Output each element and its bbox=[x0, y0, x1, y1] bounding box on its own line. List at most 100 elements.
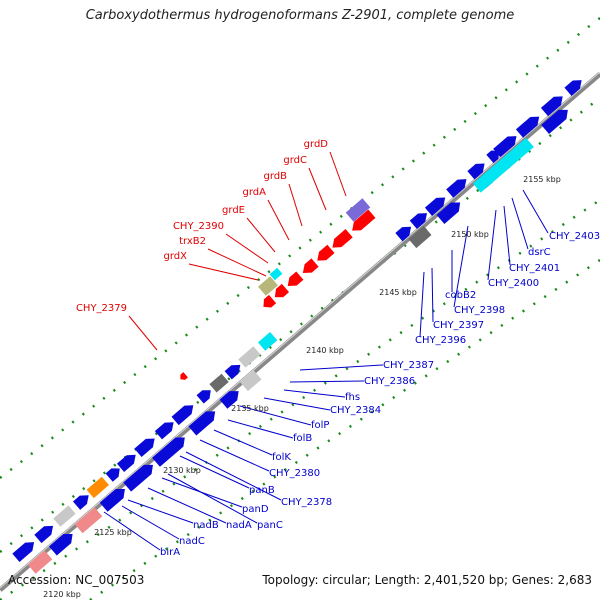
leader-line bbox=[522, 189, 549, 234]
scale-tick-label: 2150 kbp bbox=[451, 230, 489, 239]
leader-line bbox=[267, 199, 290, 241]
leader-line bbox=[103, 511, 161, 551]
reverse-gene-label: grdX bbox=[164, 251, 188, 262]
forward-gene-label: CHY_2398 bbox=[454, 305, 505, 316]
forward-gene-label: dsrC bbox=[528, 247, 551, 258]
leader-line bbox=[127, 499, 194, 524]
gene-highlight bbox=[27, 550, 53, 574]
leader-line bbox=[453, 225, 469, 308]
genome-backbone-highlight bbox=[0, 71, 600, 589]
forward-gene-label: folK bbox=[272, 452, 291, 463]
forward-gene-label: fhs bbox=[345, 392, 360, 403]
leader-line bbox=[263, 397, 331, 411]
forward-gene-label: CHY_2396 bbox=[415, 335, 466, 346]
scale-tick-label: 2120 kbp bbox=[43, 590, 81, 599]
gene-forward bbox=[541, 109, 568, 134]
leader-line bbox=[431, 267, 434, 323]
reverse-gene-label: grdA bbox=[243, 187, 267, 198]
gene-highlight bbox=[240, 370, 262, 392]
gene-reverse bbox=[274, 283, 290, 298]
leader-line bbox=[207, 248, 267, 277]
gene-reverse bbox=[317, 244, 335, 261]
gene-forward bbox=[72, 495, 89, 510]
gene-forward bbox=[395, 226, 412, 242]
forward-gene-label: panB bbox=[249, 485, 275, 496]
forward-gene-label: cobB2 bbox=[445, 290, 476, 301]
leader-line bbox=[179, 455, 250, 489]
gene-reverse bbox=[263, 294, 277, 308]
gene-forward bbox=[436, 202, 461, 224]
forward-gene-label: CHY_2403 bbox=[549, 231, 600, 242]
scale-tick-label: 2130 kbp bbox=[163, 466, 201, 475]
leader-line bbox=[121, 505, 180, 540]
reverse-gene-label: grdD bbox=[304, 139, 329, 150]
forward-gene-label: CHY_2401 bbox=[509, 263, 560, 274]
scale-tick-label: 2145 kbp bbox=[379, 288, 417, 297]
gene-forward bbox=[99, 488, 125, 512]
gene-highlight bbox=[53, 505, 76, 527]
scale-tick-label: 2155 kbp bbox=[523, 175, 561, 184]
gene-forward bbox=[564, 80, 582, 96]
scale-labels: 2120 kbp 2125 kbp 2130 kbp 2135 kbp 2140 kbp… bbox=[43, 175, 561, 599]
leader-line bbox=[147, 487, 227, 524]
forward-gene-label: panD bbox=[242, 504, 269, 515]
gene-features bbox=[12, 80, 582, 574]
genome-title: Carboxydothermus hydrogenoformans Z-2901… bbox=[85, 8, 515, 23]
leader-line bbox=[487, 209, 497, 281]
gene-highlight bbox=[257, 331, 278, 351]
gene-highlight bbox=[345, 198, 371, 222]
gene-forward bbox=[467, 163, 485, 180]
gene-highlight bbox=[269, 267, 283, 281]
gene-highlight bbox=[408, 225, 432, 249]
label-leader-lines bbox=[103, 151, 549, 551]
leader-line bbox=[246, 217, 276, 253]
leader-line bbox=[289, 380, 365, 383]
forward-gene-label: CHY_2378 bbox=[281, 497, 332, 508]
gene-forward bbox=[409, 213, 427, 229]
scale-tick-label: 2125 kbp bbox=[94, 528, 132, 537]
leader-line bbox=[199, 439, 270, 472]
topology-summary: Topology: circular; Length: 2,401,520 bp… bbox=[262, 573, 592, 587]
gene-reverse bbox=[302, 258, 319, 274]
gene-forward bbox=[134, 438, 155, 458]
reverse-gene-label: grdE bbox=[222, 205, 245, 216]
gene-highlight bbox=[74, 507, 103, 534]
leader-line bbox=[329, 151, 347, 197]
gene-forward bbox=[123, 464, 153, 492]
forward-gene-label: folB bbox=[293, 433, 312, 444]
gene-reverse bbox=[180, 372, 188, 380]
forward-gene-label: CHY_2384 bbox=[330, 405, 381, 416]
leader-line bbox=[185, 451, 282, 501]
accession-text: Accession: NC_007503 bbox=[8, 573, 145, 587]
leader-line bbox=[419, 271, 425, 338]
gene-forward bbox=[515, 116, 540, 138]
forward-gene-label: nadC bbox=[179, 536, 205, 547]
gene-forward bbox=[188, 411, 216, 436]
gene-forward bbox=[196, 390, 211, 404]
leader-line bbox=[299, 364, 384, 371]
gene-forward bbox=[540, 96, 563, 117]
gene-forward bbox=[105, 468, 120, 482]
forward-gene-label: CHY_2386 bbox=[364, 376, 415, 387]
reverse-gene-label: trxB2 bbox=[179, 236, 206, 247]
forward-gene-label: birA bbox=[160, 547, 180, 558]
gene-forward bbox=[493, 136, 517, 158]
gene-forward bbox=[48, 533, 73, 556]
forward-gene-label: nadB bbox=[193, 520, 219, 531]
gene-highlight bbox=[258, 276, 278, 296]
gene-reverse bbox=[287, 271, 304, 287]
leader-line bbox=[167, 473, 258, 524]
forward-gene-label: CHY_2400 bbox=[488, 278, 539, 289]
reverse-gene-label: grdC bbox=[283, 155, 307, 166]
forward-gene-label: nadA bbox=[226, 520, 252, 531]
leader-line bbox=[188, 263, 259, 281]
leader-line bbox=[227, 419, 294, 439]
gene-forward bbox=[224, 364, 241, 380]
gene-highlight bbox=[472, 137, 534, 193]
gene-reverse bbox=[352, 209, 376, 231]
tick-row-outer bbox=[0, 17, 600, 479]
genome-backbone bbox=[0, 72, 600, 592]
scale-tick-label: 2135 kbp bbox=[231, 404, 269, 413]
gene-forward bbox=[12, 542, 35, 562]
